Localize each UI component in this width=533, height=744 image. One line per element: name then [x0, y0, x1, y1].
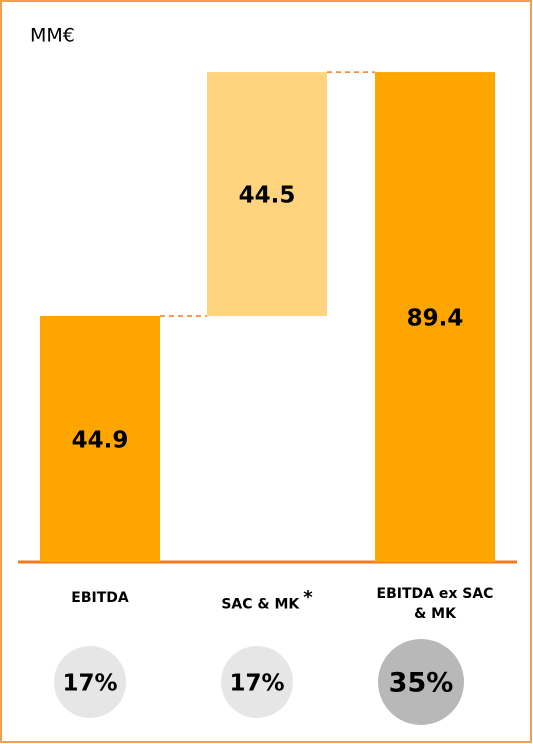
bar — [375, 72, 495, 562]
unit-label: MM€ — [30, 25, 75, 47]
category-label: EBITDA ex SAC & MK — [370, 584, 500, 624]
footnote-marker: * — [303, 587, 313, 608]
value-label: 89.4 — [407, 306, 464, 332]
margin-label: 35% — [389, 668, 454, 699]
bar — [40, 315, 160, 562]
margin-circle — [54, 646, 126, 718]
category-text: SAC & MK — [221, 596, 300, 613]
margin-circle — [378, 639, 464, 725]
margin-label: 17% — [62, 671, 117, 697]
value-label: 44.5 — [239, 183, 296, 209]
category-label: SAC & MK * — [192, 588, 342, 615]
category-text: EBITDA — [71, 590, 129, 606]
category-label: EBITDA — [25, 588, 175, 608]
margin-label: 17% — [229, 671, 284, 697]
value-label: 44.9 — [72, 427, 129, 453]
margin-circle — [221, 646, 293, 718]
category-text: EBITDA ex SAC & MK — [376, 586, 494, 622]
bar — [207, 72, 327, 316]
